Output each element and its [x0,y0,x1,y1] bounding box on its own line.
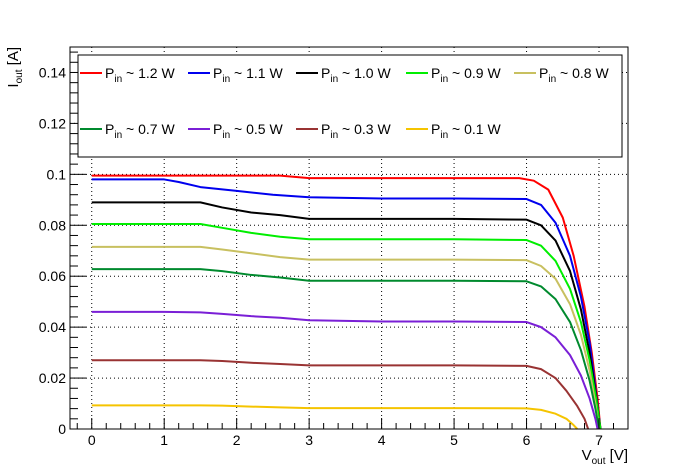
plot-frame [69,46,629,430]
y-tick-label: 0.1 [47,166,67,182]
series-line-4 [91,245,601,430]
x-tick-label: 0 [88,432,96,448]
y-tick-label: 0.02 [39,370,66,386]
series-line-6 [91,310,599,430]
plot-frame-rect [69,46,629,430]
x-axis-title: Vout [V] [582,447,628,467]
x-tick-label: 2 [233,432,241,448]
y-tick-label: 0.06 [39,268,66,284]
y-tick-label: 0.08 [39,217,66,233]
axis-ticks [70,51,629,430]
y-tick-label: 0.12 [39,115,66,131]
legend-label-7: Pin ~ 0.3 W [321,121,391,141]
series-line-3 [91,222,602,430]
x-tick-label: 5 [450,432,458,448]
tick-labels: 0 1 2 3 4 5 6 7 0 0.02 0.04 0.06 0.08 0.1 0.12 0.14 [39,64,603,448]
series-line-1 [91,178,602,430]
series-line-7 [91,359,590,430]
y-tick-label: 0.04 [39,319,66,335]
series-line-0 [91,174,602,430]
x-tick-label: 3 [305,432,313,448]
y-tick-label: 0 [58,421,66,437]
x-tick-label: 7 [595,432,603,448]
x-tick-label: 6 [523,432,531,448]
series-lines [91,174,602,430]
y-tick-label: 0.14 [39,64,66,80]
legend-label-5: Pin ~ 0.7 W [105,121,175,141]
legend-label-2: Pin ~ 1.0 W [321,65,391,85]
x-tick-label: 1 [160,432,168,448]
y-axis-title: Iout [A] [5,47,25,88]
series-line-2 [91,201,602,430]
legend-label-3: Pin ~ 0.9 W [431,65,501,85]
legend-label-4: Pin ~ 0.8 W [539,65,609,85]
legend-label-6: Pin ~ 0.5 W [213,121,283,141]
series-line-5 [91,268,600,430]
x-tick-label: 4 [378,432,386,448]
axis-titles: Vout [V] Iout [A] [5,47,628,467]
legend-label-0: Pin ~ 1.2 W [105,65,175,85]
series-line-8 [91,404,578,430]
legend-label-1: Pin ~ 1.1 W [213,65,283,85]
legend: Pin ~ 1.2 W Pin ~ 1.1 W Pin ~ 1.0 W Pin ~ 0… [77,54,623,158]
legend-label-8: Pin ~ 0.1 W [431,121,501,141]
